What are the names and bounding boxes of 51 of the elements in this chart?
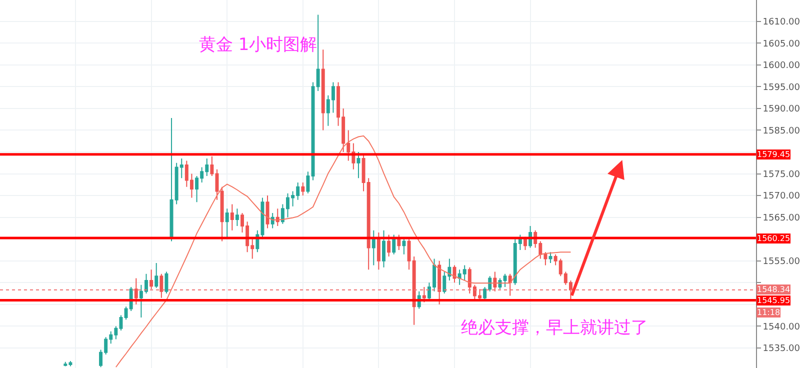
y-tick-label: 1535.00 xyxy=(762,344,800,354)
candlestick xyxy=(422,286,426,303)
candlestick xyxy=(503,273,507,288)
y-tick-label: 1605.00 xyxy=(762,39,800,50)
candlestick xyxy=(316,14,320,92)
candlestick xyxy=(160,273,164,298)
candlestick xyxy=(230,204,234,231)
candlestick xyxy=(438,260,442,305)
candlestick xyxy=(164,271,168,294)
candlestick xyxy=(150,269,154,290)
candlestick xyxy=(397,234,401,250)
candlestick xyxy=(376,232,380,270)
ref-line-label: 1548.34 xyxy=(757,285,790,294)
y-tick-label: 1540.00 xyxy=(762,322,800,332)
y-tick-label: 1565.00 xyxy=(762,213,800,224)
candlestick xyxy=(220,186,224,242)
candlestick xyxy=(548,252,552,264)
candlestick xyxy=(387,234,391,258)
candlestick xyxy=(270,212,274,229)
y-tick-label: 1590.00 xyxy=(762,104,800,115)
y-tick-label: 1595.00 xyxy=(762,82,800,93)
candlestick xyxy=(321,49,325,131)
y-tick-label: 1610.00 xyxy=(762,17,800,28)
candlestick xyxy=(235,208,239,227)
candlestick xyxy=(210,156,214,176)
candlestick xyxy=(225,208,229,240)
candlestick xyxy=(301,182,305,196)
y-tick-label: 1570.00 xyxy=(762,192,800,202)
candlestick xyxy=(306,171,310,194)
candlestick xyxy=(508,273,512,296)
candlestick xyxy=(372,230,376,266)
ref-line-label: 1560.25 xyxy=(757,234,790,243)
candlestick xyxy=(215,168,219,200)
candlestick xyxy=(493,271,497,292)
y-tick-label: 1600.00 xyxy=(762,61,800,72)
annotation: 绝必支撑，早上就讲过了 xyxy=(461,318,648,338)
ref-line-label: 1579.45 xyxy=(757,150,790,159)
text: 11:18 xyxy=(757,308,780,317)
ref-line-label: 1545.95 xyxy=(757,296,790,305)
candlestick xyxy=(154,262,158,288)
candlestick xyxy=(392,234,396,255)
candlestick xyxy=(276,208,280,227)
y-tick-label: 1555.00 xyxy=(762,257,800,268)
candlestick xyxy=(382,230,386,268)
candlestick xyxy=(356,151,360,179)
y-tick-label: 1575.00 xyxy=(762,170,800,180)
text: 黄金 1小时图解 xyxy=(199,35,318,55)
candlestick xyxy=(134,278,138,305)
y-tick-label: 1585.00 xyxy=(762,126,800,136)
candlestick xyxy=(402,238,406,255)
candlestick xyxy=(266,195,270,229)
